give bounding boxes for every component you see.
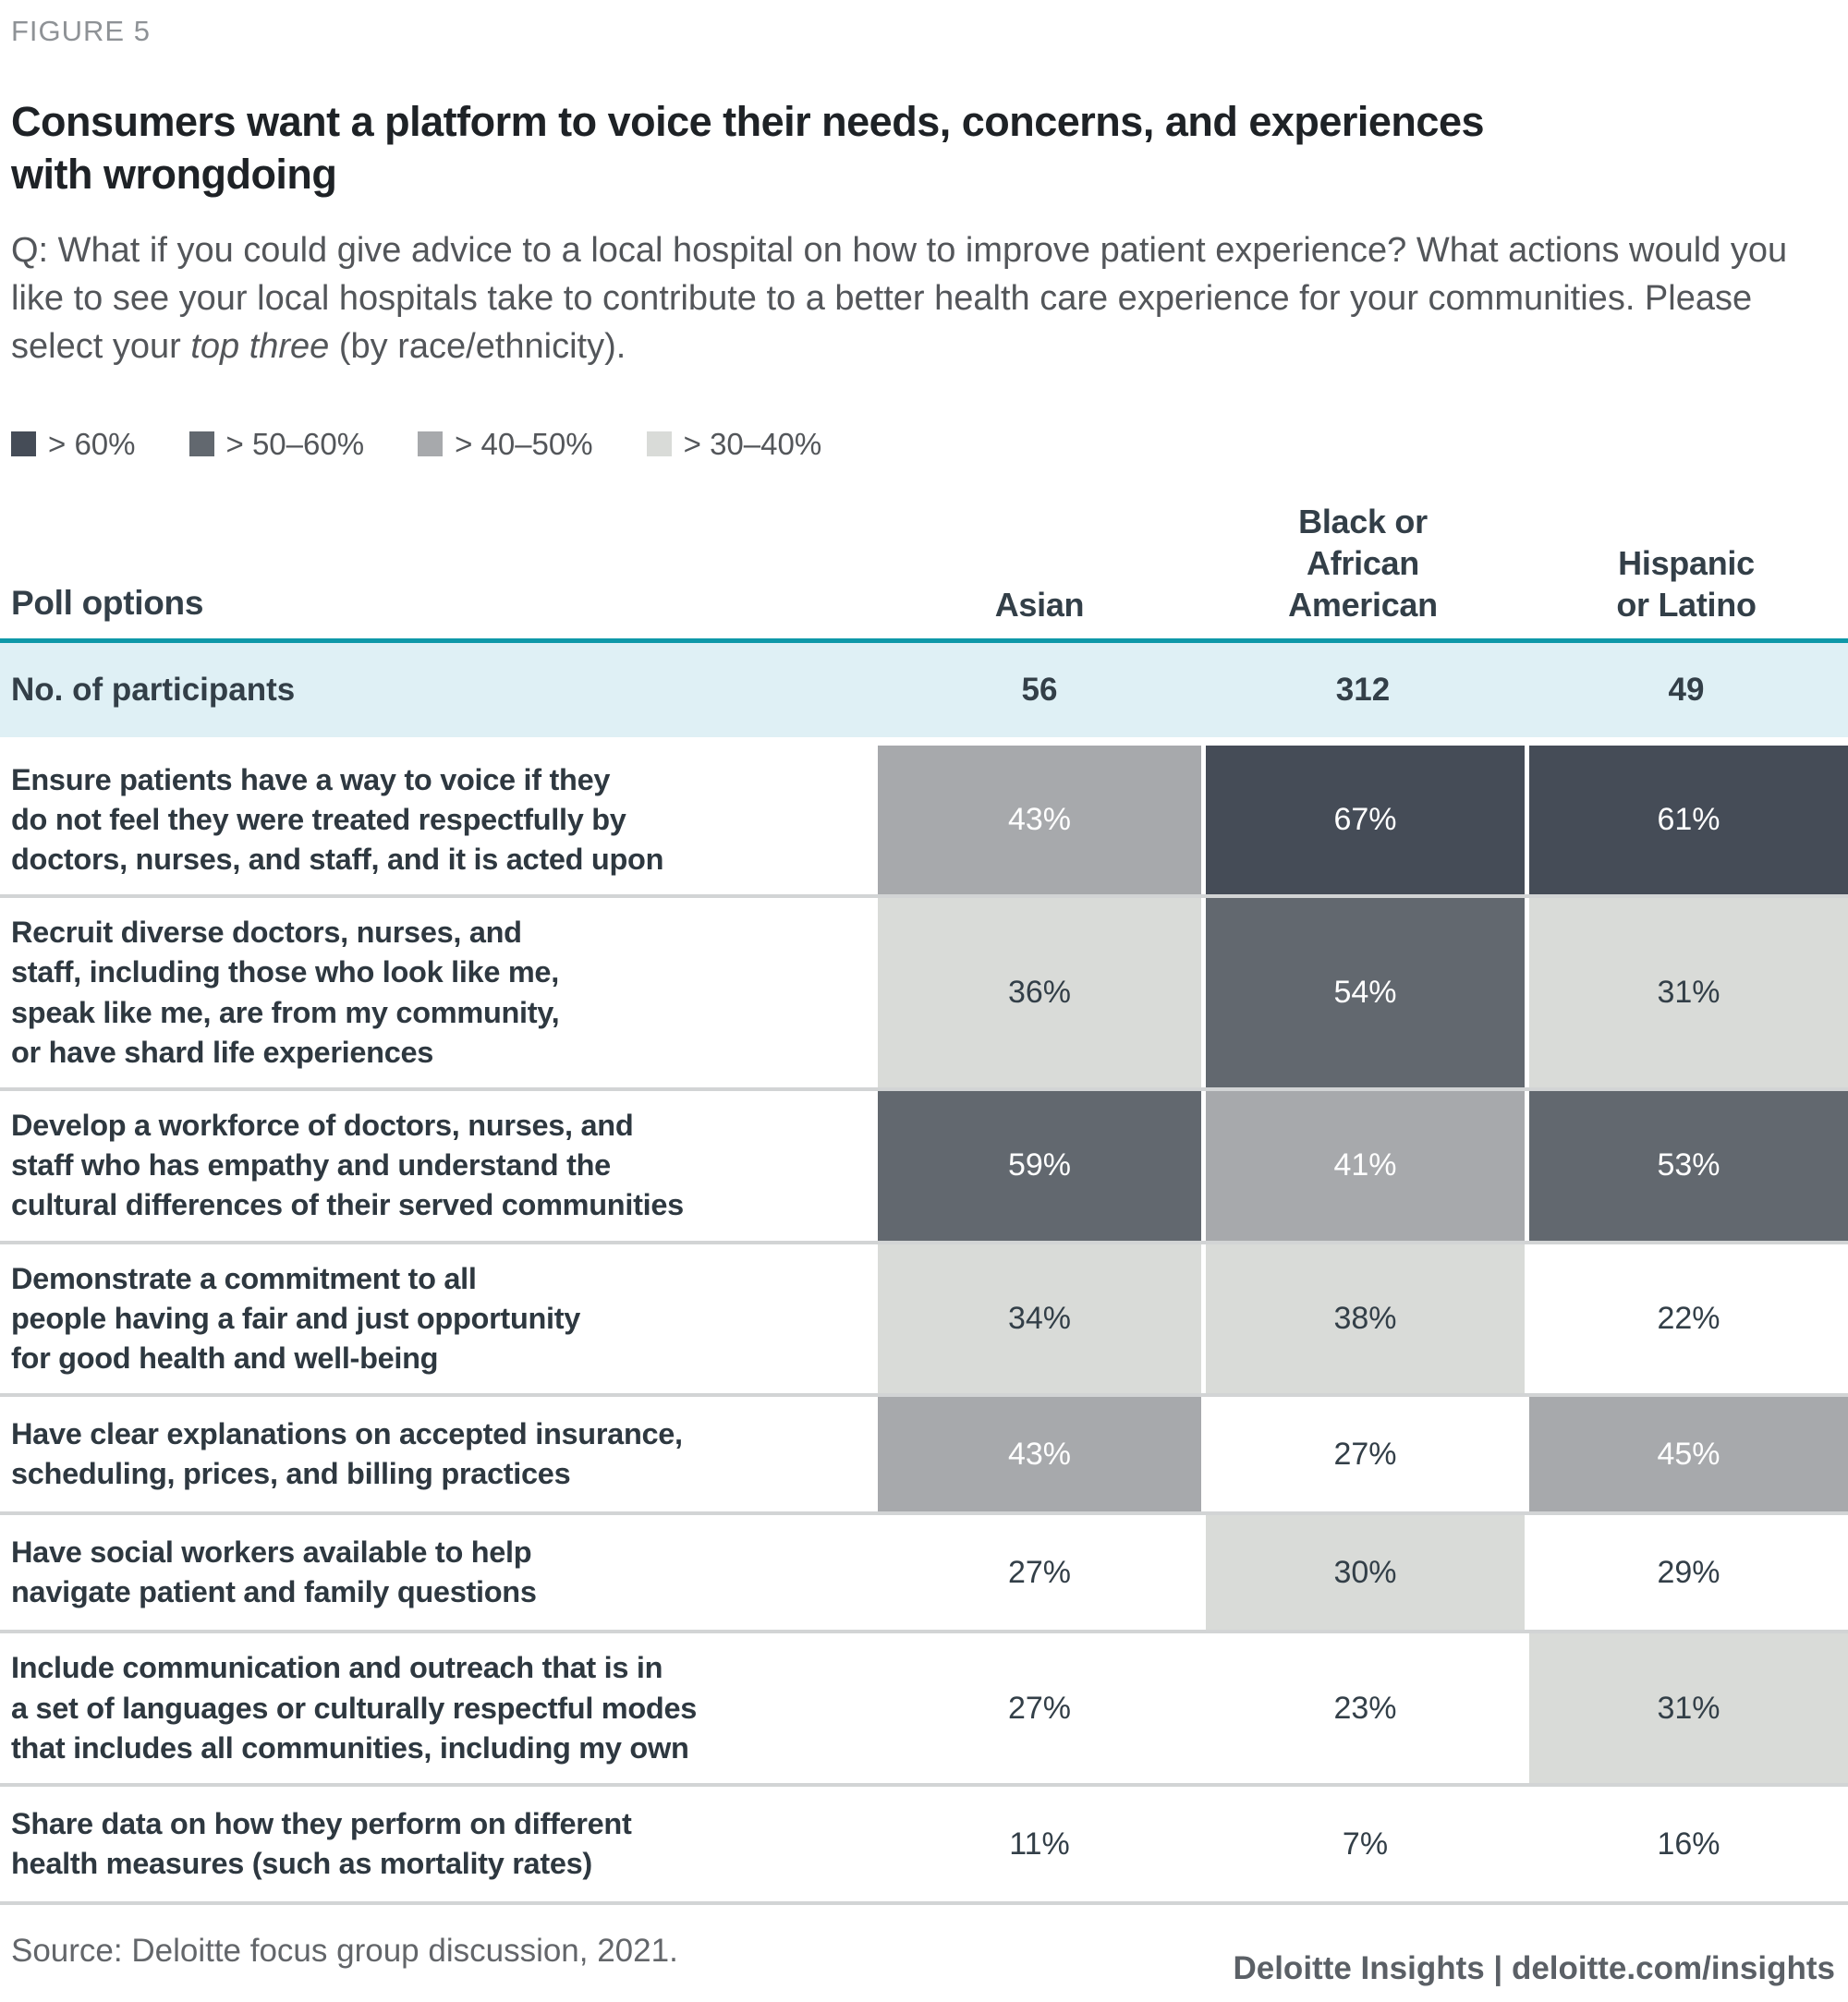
poll-option-label: Share data on how they perform on differ… — [11, 1806, 632, 1881]
value-cell-black-or-african-american: 41% — [1201, 1091, 1525, 1241]
value-cell-asian: 43% — [878, 1397, 1201, 1512]
legend-label-40-50: > 40–50% — [455, 426, 593, 461]
legend-item-30-40: > 30–40% — [646, 426, 822, 462]
poll-option-label: Have clear explanations on accepted insu… — [11, 1417, 683, 1491]
table-row: Share data on how they perform on differ… — [0, 1787, 1848, 1906]
value-cell-black-or-african-american: 67% — [1201, 745, 1525, 895]
participants-black-or-african-american: 312 — [1335, 671, 1391, 708]
poll-option-label: Have social workers available to help na… — [11, 1535, 537, 1609]
figure-number: FIGURE 5 — [11, 15, 151, 47]
legend-label-gt60: > 60% — [48, 426, 136, 461]
value-cell-black-or-african-american: 30% — [1201, 1515, 1525, 1631]
source-note: Source: Deloitte focus group discussion,… — [11, 1933, 678, 1970]
participants-hispanic-or-latino: 49 — [1668, 671, 1705, 708]
figure-title-line-2: with wrongdoing — [11, 150, 337, 198]
value-cell-asian: 43% — [878, 745, 1201, 895]
legend-swatch-gt60 — [11, 431, 36, 457]
value-cell-asian: 36% — [878, 898, 1201, 1088]
figure-title-line-1: Consumers want a platform to voice their… — [11, 98, 1485, 145]
value-cell-asian: 27% — [878, 1633, 1201, 1784]
column-header-asian: Asian — [994, 585, 1085, 624]
survey-question: Q: What if you could give advice to a lo… — [11, 226, 1834, 370]
survey-question-suffix: (by race/ethnicity). — [329, 327, 626, 367]
survey-question-prefix: Q: What if you could give advice to a lo… — [11, 231, 1788, 367]
value-cell-asian: 34% — [878, 1244, 1201, 1394]
value-cell-black-or-african-american: 7% — [1201, 1787, 1525, 1902]
legend-swatch-50-60 — [188, 431, 214, 457]
table-row: Ensure patients have a way to voice if t… — [0, 745, 1848, 899]
legend-item-50-60: > 50–60% — [188, 426, 365, 462]
poll-option-label: Develop a workforce of doctors, nurses, … — [11, 1109, 684, 1222]
table-row: Have clear explanations on accepted insu… — [0, 1397, 1848, 1516]
participants-row: No. of participants 56 312 49 — [0, 642, 1848, 737]
results-table: Poll options Asian Black or African Amer… — [0, 501, 1848, 1906]
value-cell-black-or-african-american: 27% — [1201, 1397, 1525, 1512]
table-row: Develop a workforce of doctors, nurses, … — [0, 1091, 1848, 1244]
legend-label-50-60: > 50–60% — [225, 426, 365, 461]
legend-item-gt60: > 60% — [11, 427, 136, 462]
footer-link[interactable]: Deloitte Insights | deloitte.com/insight… — [1233, 1950, 1835, 1986]
table-row: Include communication and outreach that … — [0, 1633, 1848, 1788]
value-cell-asian: 27% — [878, 1515, 1201, 1631]
column-header-black-or-african-american: Black or African American — [1288, 502, 1438, 624]
value-cell-hispanic-or-latino: 31% — [1525, 898, 1848, 1088]
poll-option-label: Recruit diverse doctors, nurses, and sta… — [11, 916, 560, 1069]
column-header-hispanic-or-latino: Hispanic or Latino — [1616, 543, 1757, 624]
legend-item-40-50: > 40–50% — [418, 427, 593, 462]
legend: > 60% > 50–60% > 40–50% > 30–40% — [11, 427, 1837, 462]
value-cell-black-or-african-american: 54% — [1201, 898, 1525, 1088]
table-row: Have social workers available to help na… — [0, 1515, 1848, 1634]
survey-question-italic: top three — [190, 327, 330, 367]
participants-label: No. of participants — [11, 671, 296, 708]
legend-swatch-30-40 — [646, 431, 672, 457]
poll-option-label: Demonstrate a commitment to all people h… — [11, 1261, 581, 1376]
participants-asian: 56 — [1021, 671, 1058, 708]
value-cell-hispanic-or-latino: 31% — [1525, 1633, 1848, 1784]
column-header-poll-options: Poll options — [11, 584, 204, 623]
table-header-row: Poll options Asian Black or African Amer… — [0, 501, 1848, 643]
value-cell-black-or-african-american: 38% — [1201, 1244, 1525, 1394]
value-cell-hispanic-or-latino: 16% — [1525, 1787, 1848, 1902]
value-cell-black-or-african-american: 23% — [1201, 1633, 1525, 1784]
value-cell-asian: 59% — [878, 1091, 1201, 1241]
legend-swatch-40-50 — [418, 431, 444, 457]
value-cell-hispanic-or-latino: 53% — [1525, 1091, 1848, 1241]
value-cell-asian: 11% — [878, 1787, 1201, 1902]
table-row: Recruit diverse doctors, nurses, and sta… — [0, 898, 1848, 1092]
legend-label-30-40: > 30–40% — [683, 426, 822, 461]
value-cell-hispanic-or-latino: 61% — [1525, 745, 1848, 895]
poll-option-label: Include communication and outreach that … — [11, 1651, 698, 1765]
value-cell-hispanic-or-latino: 29% — [1525, 1515, 1848, 1631]
table-row: Demonstrate a commitment to all people h… — [0, 1244, 1848, 1398]
value-cell-hispanic-or-latino: 22% — [1525, 1244, 1848, 1394]
poll-option-label: Ensure patients have a way to voice if t… — [11, 762, 664, 876]
value-cell-hispanic-or-latino: 45% — [1525, 1397, 1848, 1512]
figure-title: Consumers want a platform to voice their… — [11, 96, 1837, 200]
